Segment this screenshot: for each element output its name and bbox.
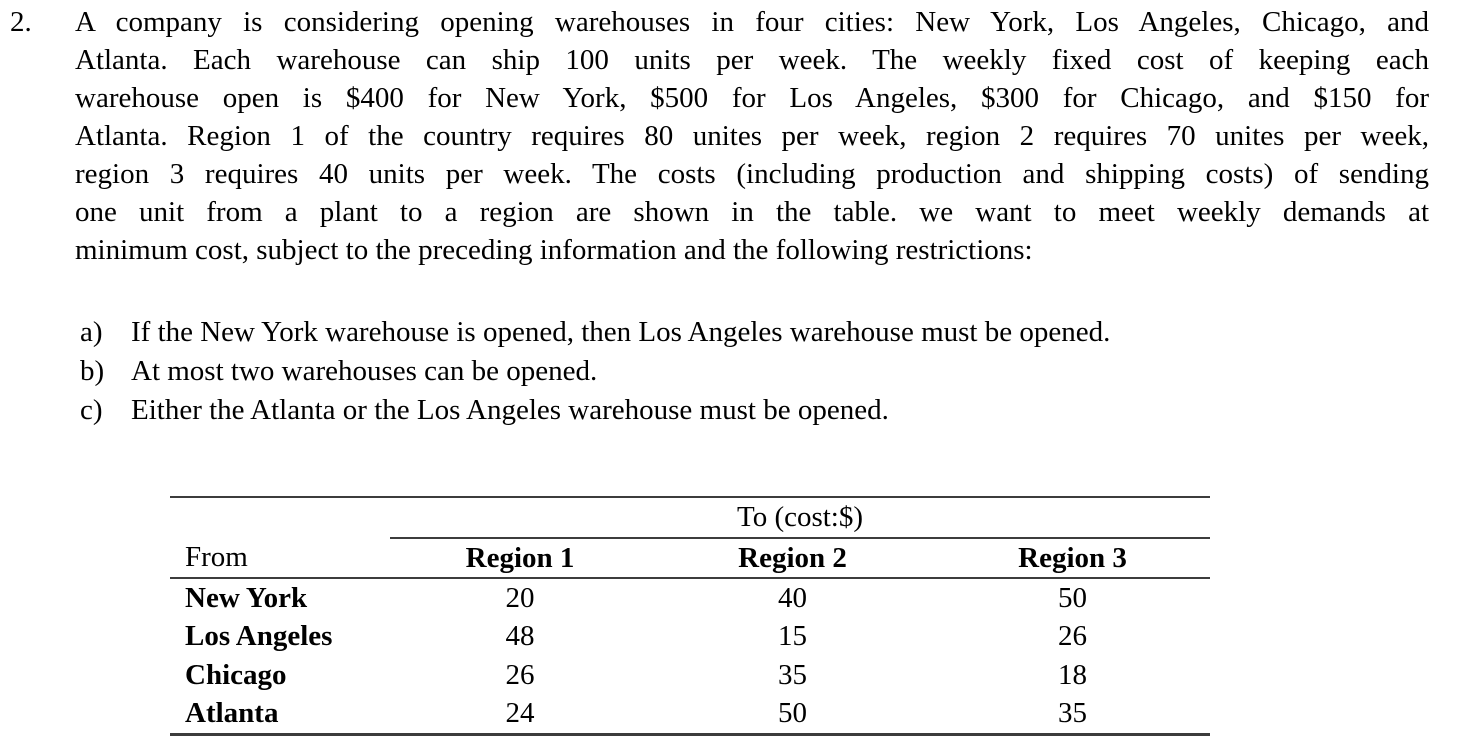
restriction-marker-c: c) xyxy=(80,394,103,426)
region-1-header: Region 1 xyxy=(390,538,650,579)
region-3-header: Region 3 xyxy=(935,538,1211,579)
restriction-item-a: a) If the New York warehouse is opened, … xyxy=(80,313,1380,352)
restrictions-list: a) If the New York warehouse is opened, … xyxy=(80,313,1380,430)
warehouse-name: Los Angeles xyxy=(185,620,333,652)
paragraph-line-2: Atlanta. Each warehouse can ship 100 uni… xyxy=(75,44,1429,76)
warehouse-name: New York xyxy=(185,581,308,614)
table-row-atlanta: Atlanta 24 50 35 xyxy=(170,695,1211,736)
cost-cell: 35 xyxy=(935,695,1211,736)
paragraph-line-7: minimum cost, subject to the preceding i… xyxy=(75,234,1033,266)
cost-table-wrap: To (cost:$) From Region 1 Region 2 Regio… xyxy=(170,496,1211,736)
restriction-item-c: c) Either the Atlanta or the Los Angeles… xyxy=(80,391,1380,430)
warehouse-name: Atlanta xyxy=(170,695,390,736)
cost-table: To (cost:$) From Region 1 Region 2 Regio… xyxy=(170,496,1211,736)
problem-block: 2. A company is considering opening ware… xyxy=(10,3,1429,269)
problem-number: 2. xyxy=(10,6,32,38)
cost-cell: 26 xyxy=(1058,620,1088,652)
cost-cell: 26 xyxy=(505,659,535,691)
table-row-los-angeles: Los Angeles 48 15 26 xyxy=(170,617,1210,656)
paragraph-line-1: A company is considering opening warehou… xyxy=(75,6,1429,38)
restriction-item-b: b) At most two warehouses can be opened. xyxy=(80,352,1380,391)
to-cost-header: To (cost:$) xyxy=(390,496,1211,539)
restriction-text-c: Either the Atlanta or the Los Angeles wa… xyxy=(131,394,889,426)
cost-cell: 18 xyxy=(1058,659,1088,691)
restriction-marker-b: b) xyxy=(80,355,105,387)
paragraph-line-5: region 3 requires 40 units per week. The… xyxy=(75,158,1429,190)
cost-cell: 20 xyxy=(505,581,535,614)
from-header: From xyxy=(170,538,390,579)
table-row-new-york: New York 20 40 50 xyxy=(170,578,1210,617)
warehouse-name: Chicago xyxy=(185,659,287,691)
table-header-row: From Region 1 Region 2 Region 3 xyxy=(170,538,1211,579)
cost-cell: 50 xyxy=(650,695,935,736)
cost-cell: 15 xyxy=(778,620,807,652)
restriction-text-b: At most two warehouses can be opened. xyxy=(131,355,598,387)
problem-statement: A company is considering opening warehou… xyxy=(75,3,1429,269)
table-span-header-row: To (cost:$) xyxy=(170,496,1211,539)
cost-cell: 40 xyxy=(778,581,807,614)
paragraph-line-6: one unit from a plant to a region are sh… xyxy=(75,196,1429,228)
cost-cell: 35 xyxy=(778,659,807,691)
paragraph-line-3: warehouse open is $400 for New York, $50… xyxy=(75,82,1429,114)
restriction-marker-a: a) xyxy=(80,316,103,348)
cost-cell: 24 xyxy=(390,695,650,736)
table-row-chicago: Chicago 26 35 18 xyxy=(170,656,1210,695)
cost-cell: 48 xyxy=(505,620,535,652)
cost-cell: 50 xyxy=(1058,581,1088,614)
region-2-header: Region 2 xyxy=(650,538,935,579)
table-blank-cell xyxy=(170,496,390,538)
restriction-text-a: If the New York warehouse is opened, the… xyxy=(131,316,1111,348)
paragraph-line-4: Atlanta. Region 1 of the country require… xyxy=(75,120,1429,152)
